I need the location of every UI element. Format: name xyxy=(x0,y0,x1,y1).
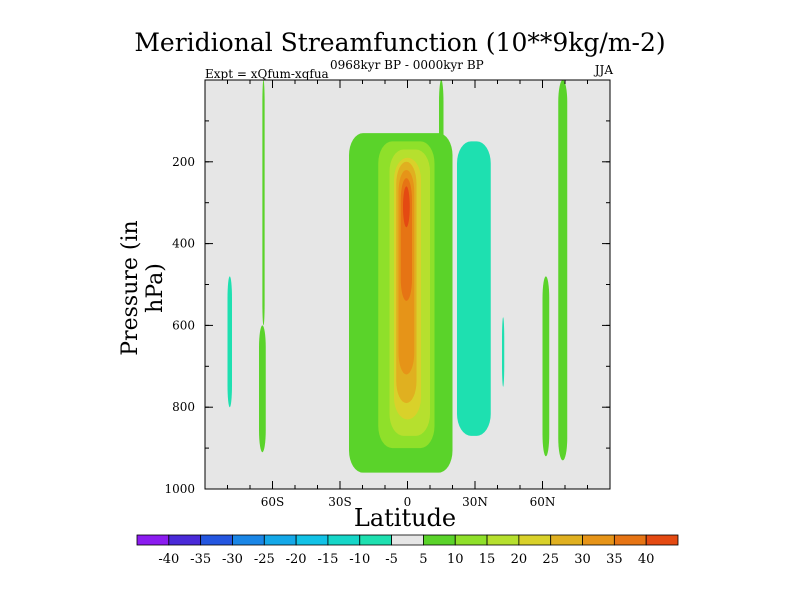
y-tick-label-1: 400 xyxy=(172,237,195,251)
chart-title: Meridional Streamfunction (10**9kg/m-2) xyxy=(134,28,666,57)
colorbar-label-9: 10 xyxy=(447,552,464,567)
colorbar-label-15: 40 xyxy=(638,552,655,567)
colorbar-label-13: 30 xyxy=(574,552,591,567)
colorbar-label-10: 15 xyxy=(479,552,496,567)
colorbar-label-7: -5 xyxy=(385,552,398,567)
contour-region-15 xyxy=(558,80,568,461)
plot-axes: 60S 30S 0 30N 60N 200 400 600 800 1000 xyxy=(164,80,611,509)
colorbar-swatch-8 xyxy=(391,534,424,546)
colorbar-swatch-16 xyxy=(645,534,679,546)
colorbar-label-0: -40 xyxy=(158,552,179,567)
colorbar-swatch-1 xyxy=(168,534,202,546)
x-axis-label: Latitude xyxy=(353,504,457,532)
colorbar-label-12: 25 xyxy=(542,552,559,567)
contour-fills xyxy=(227,80,568,473)
y-tick-label-3: 800 xyxy=(172,400,195,414)
colorbar-swatch-13 xyxy=(550,534,583,546)
colorbar-swatch-14 xyxy=(582,534,615,546)
x-tick-label-2: 0 xyxy=(404,495,412,509)
colorbar-swatch-11 xyxy=(486,534,520,546)
colorbar-labels: -40 -35 -30 -25 -20 -15 -10 -5 5 10 15 20 25 30 35 40 xyxy=(158,552,654,567)
colorbar-label-2: -30 xyxy=(222,552,243,567)
contour-region-13 xyxy=(439,80,444,162)
colorbar-swatches xyxy=(136,534,679,546)
colorbar-swatch-10 xyxy=(454,534,488,546)
season-label: JJA xyxy=(594,63,613,77)
x-tick-label-3: 30N xyxy=(462,495,488,509)
colorbar-label-6: -10 xyxy=(349,552,370,567)
colorbar-label-14: 35 xyxy=(606,552,623,567)
y-tick-label-4: 1000 xyxy=(164,482,195,496)
contour-region-11 xyxy=(457,141,491,436)
x-tick-label-1: 30S xyxy=(328,495,352,509)
colorbar-swatch-0 xyxy=(136,534,170,546)
colorbar-swatch-3 xyxy=(232,534,265,546)
colorbar-swatch-2 xyxy=(200,534,233,546)
colorbar-swatch-5 xyxy=(295,534,329,546)
colorbar-label-11: 20 xyxy=(511,552,528,567)
contour-region-10 xyxy=(403,186,410,228)
y-tick-label-0: 200 xyxy=(172,155,195,169)
contour-region-1 xyxy=(259,325,266,453)
experiment-label: Expt = xQfum-xqfua xyxy=(205,67,329,81)
colorbar-swatch-15 xyxy=(613,534,647,546)
colorbar-label-8: 5 xyxy=(419,552,427,567)
y-tick-label-2: 600 xyxy=(172,318,195,332)
colorbar-swatch-7 xyxy=(359,534,392,546)
x-tick-label-4: 60N xyxy=(530,495,556,509)
colorbar-label-3: -25 xyxy=(254,552,275,567)
x-tick-label-0: 60S xyxy=(261,495,285,509)
colorbar-swatch-6 xyxy=(327,534,361,546)
colorbar-label-4: -20 xyxy=(286,552,307,567)
contour-region-12 xyxy=(502,317,505,387)
colorbar-label-5: -15 xyxy=(317,552,338,567)
contour-region-14 xyxy=(542,276,550,457)
contour-region-2 xyxy=(227,276,232,408)
time-range-label: 0968kyr BP - 0000kyr BP xyxy=(330,58,484,72)
colorbar-swatch-12 xyxy=(518,534,552,546)
colorbar-swatch-4 xyxy=(263,534,297,546)
colorbar-swatch-9 xyxy=(423,534,456,546)
colorbar-label-1: -35 xyxy=(190,552,211,567)
contour-region-0 xyxy=(262,80,265,326)
